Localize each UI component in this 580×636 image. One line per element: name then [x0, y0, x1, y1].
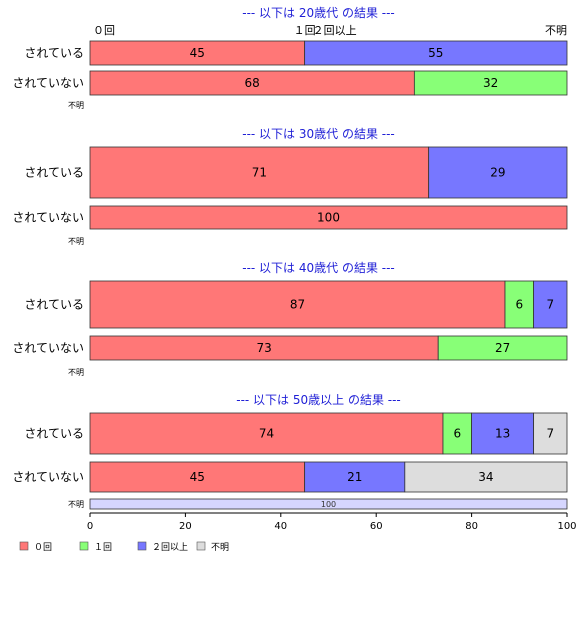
data-label: 32 — [483, 76, 498, 90]
data-label: 87 — [290, 298, 305, 312]
legend-label: １回 — [94, 542, 112, 553]
bar-segment — [89, 412, 444, 455]
data-label: 7 — [546, 427, 554, 441]
data-label: 6 — [453, 427, 461, 441]
row-label: 不明 — [68, 500, 84, 509]
data-label: 74 — [259, 427, 274, 441]
bar-segment — [89, 146, 430, 199]
bar-segment — [89, 205, 568, 230]
row-label: されていない — [12, 470, 84, 484]
data-label: 45 — [190, 470, 205, 484]
data-label: 73 — [256, 341, 271, 355]
data-label: 55 — [428, 46, 443, 60]
data-label: 21 — [347, 470, 362, 484]
bar-segment — [89, 280, 506, 329]
bar-segment — [89, 461, 306, 493]
bar-segment — [437, 335, 568, 361]
bar-segment — [428, 146, 568, 199]
bar-segment — [413, 70, 568, 96]
row-label: されている — [24, 298, 84, 312]
panel-title: --- 以下は 20歳代 の結果 --- — [242, 6, 395, 20]
row-label: されている — [24, 427, 84, 441]
legend-label: ０回 — [34, 542, 52, 553]
legend-label: 不明 — [211, 542, 229, 553]
x-tick-label: 60 — [370, 521, 383, 532]
row-label: 不明 — [68, 237, 84, 246]
data-label: 6 — [515, 298, 523, 312]
x-tick-label: 40 — [274, 521, 287, 532]
x-tick-label: 100 — [557, 521, 576, 532]
bar-segment — [304, 40, 568, 66]
panel-title: --- 以下は 40歳代 の結果 --- — [242, 261, 395, 275]
category-label: 不明 — [545, 24, 567, 37]
row-label: されていない — [12, 76, 84, 90]
data-label: 100 — [321, 500, 336, 509]
bar-segment — [533, 280, 568, 329]
row-label: されている — [24, 166, 84, 180]
row-label: されている — [24, 46, 84, 60]
bar-segment — [471, 412, 535, 455]
row-label: されていない — [12, 341, 84, 355]
row-label: されていない — [12, 211, 84, 225]
data-label: 68 — [245, 76, 260, 90]
legend-swatch — [137, 541, 147, 551]
x-tick-label: 0 — [87, 521, 93, 532]
bar-segment — [404, 461, 568, 493]
x-tick-label: 20 — [179, 521, 192, 532]
data-label: 100 — [317, 211, 340, 225]
bar-segment — [89, 335, 439, 361]
panel-title: --- 以下は 50歳以上 の結果 --- — [236, 393, 401, 407]
data-label: 29 — [490, 166, 505, 180]
x-tick-label: 80 — [465, 521, 478, 532]
legend-label: ２回以上 — [152, 542, 188, 553]
panel-title: --- 以下は 30歳代 の結果 --- — [242, 127, 395, 141]
data-label: 7 — [546, 298, 554, 312]
category-label: ０回 — [93, 24, 115, 37]
bar-segment — [89, 498, 568, 510]
data-label: 13 — [495, 427, 510, 441]
bar-segment — [304, 461, 406, 493]
data-label: 45 — [190, 46, 205, 60]
category-label: ２回以上 — [313, 24, 357, 37]
row-label: 不明 — [68, 101, 84, 110]
category-label: １回 — [294, 24, 316, 37]
legend-swatch — [19, 541, 29, 551]
data-label: 27 — [495, 341, 510, 355]
bar-segment — [504, 280, 535, 329]
bar-segment — [533, 412, 568, 455]
row-label: 不明 — [68, 368, 84, 377]
data-label: 34 — [478, 470, 493, 484]
legend-swatch — [196, 541, 206, 551]
data-label: 71 — [252, 166, 267, 180]
legend-swatch — [79, 541, 89, 551]
